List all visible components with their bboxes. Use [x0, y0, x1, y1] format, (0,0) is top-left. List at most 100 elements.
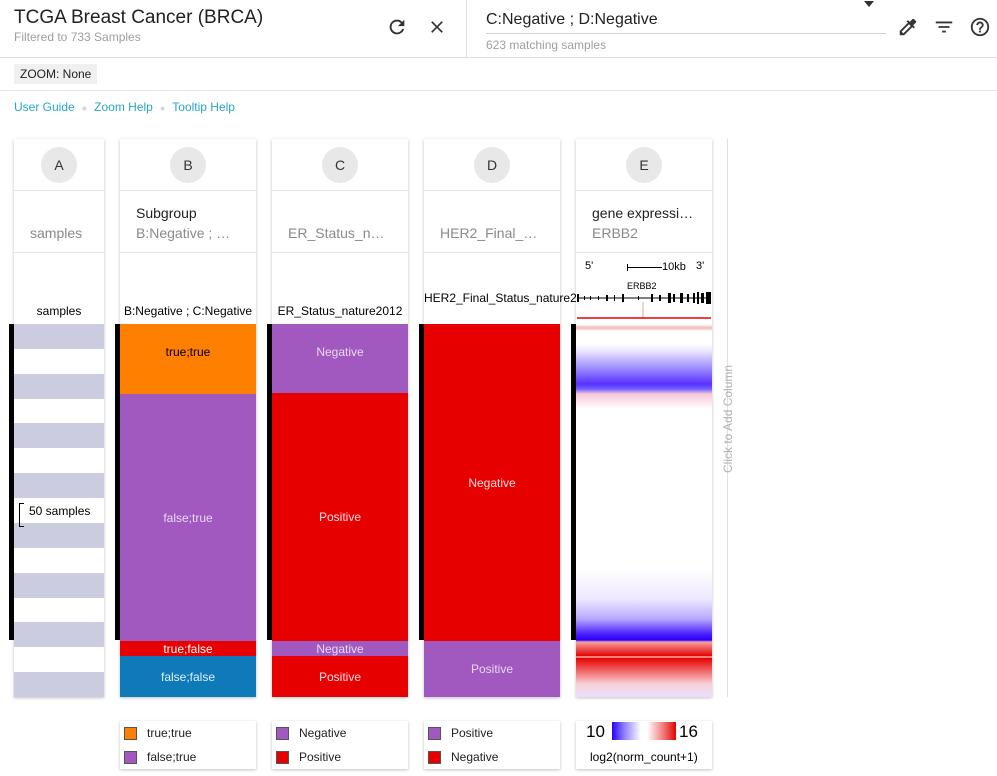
legend-column-b: true;true false;true: [120, 721, 256, 769]
selection-bar: [571, 324, 576, 640]
column-b-subgroup[interactable]: B Subgroup B:Negative ; … B:Negative ; C…: [120, 139, 256, 697]
zoom-status-chip[interactable]: ZOOM: None: [14, 64, 98, 84]
sample-stripe[interactable]: [14, 423, 104, 449]
segment-true-false[interactable]: true;false: [120, 641, 256, 656]
sample-stripe[interactable]: [14, 547, 104, 573]
column-d-her2-status[interactable]: D HER2_Final_… HER2_Final_Status_nature2…: [424, 139, 597, 697]
sample-stripe[interactable]: [14, 522, 104, 548]
selection-bar: [115, 324, 120, 640]
selection-bar: [267, 324, 272, 640]
legend-item: Positive: [276, 750, 341, 764]
column-b-badge[interactable]: B: [170, 147, 206, 183]
sample-stripe[interactable]: [14, 448, 104, 474]
gene-name-label: ERBB2: [627, 281, 657, 291]
add-column-button[interactable]: Click to Add Column: [721, 364, 735, 473]
legend-column-d: Positive Negative: [424, 721, 560, 769]
three-prime-label: 3': [696, 260, 705, 272]
sample-stripe[interactable]: [14, 348, 104, 374]
legend-unit-label: log2(norm_count+1): [590, 750, 698, 764]
column-divider: [424, 252, 560, 253]
dropdown-arrow-icon[interactable]: [864, 1, 874, 7]
legend-label: true;true: [147, 726, 192, 740]
column-e-gene-expression[interactable]: E gene expressi… ERBB2 5' 3' 10kb ERBB2: [576, 139, 712, 697]
sample-stripe[interactable]: [14, 373, 104, 399]
zoom-help-link[interactable]: Zoom Help: [94, 100, 153, 114]
selection-bar: [419, 324, 424, 640]
segment-positive[interactable]: Positive: [272, 656, 408, 697]
column-b-subtitle: B:Negative ; …: [136, 225, 231, 241]
matching-samples-count: 623 matching samples: [486, 38, 607, 52]
sample-stripe[interactable]: [14, 597, 104, 623]
sample-stripe[interactable]: [14, 324, 104, 349]
column-e-subtitle: ERBB2: [592, 225, 638, 241]
segment-negative[interactable]: Negative: [272, 324, 408, 393]
separator-dot: ●: [81, 103, 88, 113]
user-guide-link[interactable]: User Guide: [14, 100, 75, 114]
sample-stripe[interactable]: [14, 622, 104, 648]
column-e-badge[interactable]: E: [626, 147, 662, 183]
legend-swatch: [124, 726, 137, 740]
pick-samples-button[interactable]: [895, 14, 921, 40]
legend-max-value: 16: [679, 722, 698, 741]
refresh-button[interactable]: [384, 14, 410, 40]
sample-search-input[interactable]: [486, 6, 886, 34]
column-divider: [120, 252, 256, 253]
scale-bar-label: 10kb: [662, 261, 686, 273]
close-cohort-button[interactable]: [424, 14, 450, 40]
segment-positive[interactable]: Positive: [272, 393, 408, 641]
sample-stripe[interactable]: [14, 572, 104, 598]
sample-stripe[interactable]: [14, 473, 104, 499]
close-icon: [431, 21, 443, 33]
segment-true-true[interactable]: true;true: [120, 324, 256, 394]
column-divider: [14, 252, 104, 253]
help-icon: [970, 17, 990, 37]
column-d-subtitle: HER2_Final_…: [440, 225, 538, 241]
segment-positive[interactable]: Positive: [424, 641, 560, 697]
segment-false-false[interactable]: false;false: [120, 656, 256, 697]
column-a-badge[interactable]: A: [41, 147, 77, 183]
sample-stripe[interactable]: [14, 647, 104, 673]
legend-item: true;true: [124, 726, 192, 740]
sample-count-annotation: 50 samples: [28, 504, 92, 518]
zoom-bar: ZOOM: None: [0, 58, 997, 91]
sample-stripe[interactable]: [14, 398, 104, 424]
legend-label: Positive: [451, 726, 494, 740]
scale-bar-tick: [627, 264, 628, 271]
refresh-icon: [389, 19, 405, 35]
column-d-badge[interactable]: D: [474, 147, 510, 183]
legend-swatch: [428, 750, 441, 764]
header-bar: TCGA Breast Cancer (BRCA) Filtered to 73…: [0, 0, 997, 58]
sample-stripes[interactable]: [14, 324, 104, 697]
help-button[interactable]: [967, 14, 993, 40]
legend-label: false;true: [147, 750, 197, 764]
scale-bar: [627, 267, 662, 268]
legend-swatch: [276, 750, 289, 764]
cohort-title: TCGA Breast Cancer (BRCA): [14, 7, 264, 28]
legend-item: Negative: [276, 726, 346, 740]
gene-model-track[interactable]: [576, 290, 712, 326]
tooltip-help-link[interactable]: Tooltip Help: [172, 100, 235, 114]
column-c-field-label: ER_Status_nature2012: [277, 304, 403, 318]
sample-search: 623 matching samples: [486, 0, 886, 58]
column-a-samples[interactable]: A samples samples 50 samples: [14, 139, 104, 697]
legend-item: false;true: [124, 750, 196, 764]
sample-stripe[interactable]: [14, 672, 104, 697]
column-c-er-status[interactable]: C ER_Status_n… ER_Status_nature2012 Nega…: [272, 139, 408, 697]
header-divider: [466, 0, 467, 58]
column-c-badge[interactable]: C: [322, 147, 358, 183]
column-b-title: Subgroup: [136, 205, 197, 221]
column-e-title: gene expressi…: [592, 205, 694, 221]
filter-button[interactable]: [931, 14, 957, 40]
expression-heatmap[interactable]: [576, 324, 712, 697]
segment-false-true[interactable]: false;true: [120, 394, 256, 641]
legend-column-e: 10 16 log2(norm_count+1): [576, 721, 712, 769]
column-b-field-label: B:Negative ; C:Negative: [123, 304, 253, 318]
segment-negative[interactable]: Negative: [424, 324, 560, 641]
legend-swatch: [124, 750, 137, 764]
legend-swatch: [276, 726, 289, 740]
help-links: User Guide ● Zoom Help ● Tooltip Help: [14, 100, 235, 114]
column-header: E: [576, 139, 712, 191]
segment-negative[interactable]: Negative: [272, 641, 408, 656]
column-d-field-label: HER2_Final_Status_nature2012: [424, 291, 597, 305]
